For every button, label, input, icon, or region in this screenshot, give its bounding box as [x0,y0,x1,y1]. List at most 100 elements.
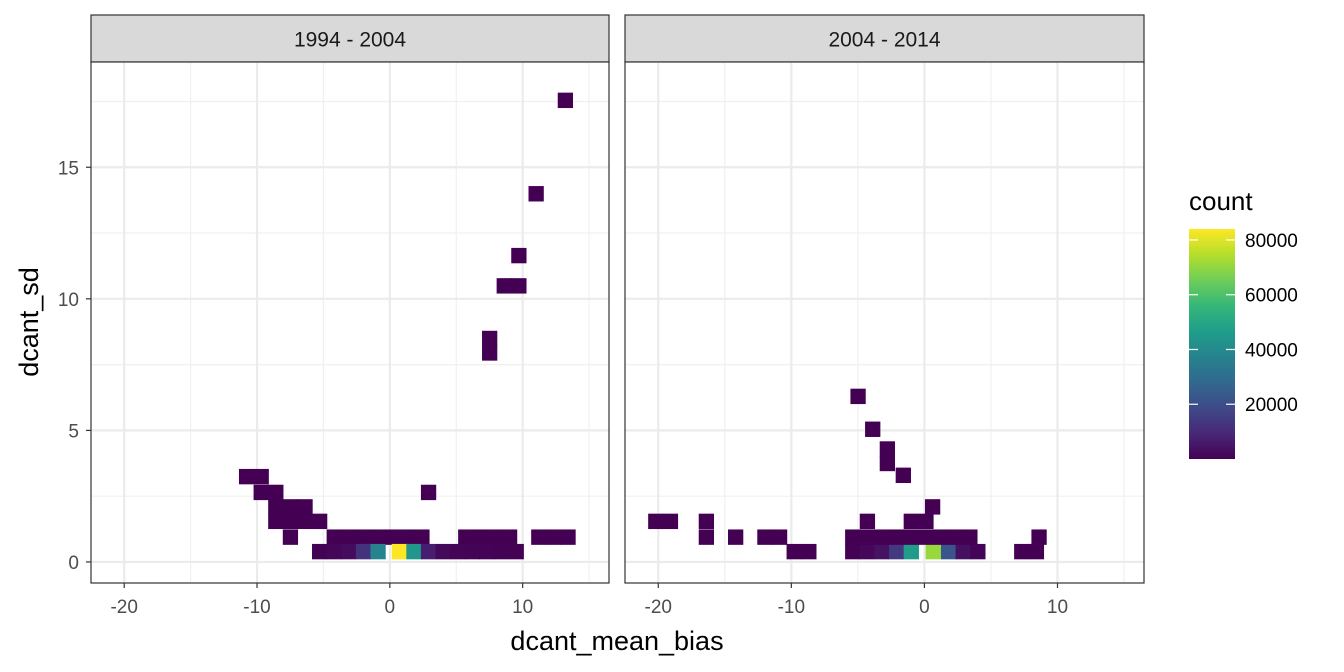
heatmap-cell [297,499,313,515]
heatmap-cell [268,513,284,530]
heatmap-cell [493,543,510,560]
heatmap-cell [845,543,861,560]
x-tick-label: 10 [512,597,533,618]
heatmap-cell [355,529,372,545]
heatmap-cell [962,529,978,545]
y-tick-label: 10 [58,290,79,311]
heatmap-cell [918,529,934,545]
heatmap-cell [268,484,284,501]
heatmap-cell [268,499,284,515]
heatmap-cell [698,529,715,545]
heatmap-cell [253,468,269,485]
heatmap-cell [545,529,562,545]
facet-panel: 1994 - 2004 [90,14,610,584]
heatmap-cell [970,543,986,560]
heatmap-cell [889,543,905,560]
x-tick-label: 0 [385,597,396,618]
heatmap-cell [297,513,313,530]
heatmap-cell [1014,543,1030,560]
heatmap-cell [238,468,255,485]
heatmap-cell [341,543,357,560]
heatmap-cell [385,529,401,545]
heatmap-cell [865,421,881,437]
heatmap-cell [859,513,876,530]
heatmap-cell [879,441,896,457]
heatmap-cell [282,513,299,530]
heatmap-cell [1031,529,1047,545]
legend-tick-label: 40000 [1245,340,1298,361]
facet-strip-label: 1994 - 2004 [294,29,406,52]
facet-strip-label: 2004 - 2014 [828,29,940,52]
heatmap-cell [464,543,481,560]
heatmap-cell [918,513,934,530]
panel-border [624,61,1145,584]
heatmap-cell [859,543,876,560]
heatmap-cell [879,455,896,472]
panel-background [625,62,1144,583]
heatmap-cell [501,529,518,545]
heatmap-cell [482,330,498,347]
heatmap-cell [511,278,527,294]
heatmap-cell [312,513,328,530]
heatmap-cell [859,529,876,545]
heatmap-cell [903,513,919,530]
x-tick-label: -10 [243,597,270,618]
heatmap-cell [312,543,328,560]
legend-tick-label: 60000 [1245,286,1298,307]
y-axis-title: dcant_sd [14,267,44,377]
heatmap-cell [472,529,489,545]
heatmap-cell [420,484,437,501]
heatmap-cell [414,529,430,545]
facet-panel: 2004 - 2014 [624,14,1145,584]
y-tick-label: 5 [68,421,79,442]
heatmap-cell [903,529,919,545]
heatmap-cell [341,529,357,545]
heatmap-cell [282,529,299,545]
heatmap-cell [326,543,342,560]
legend-tick-label: 80000 [1245,231,1298,252]
heatmap-cell [874,543,890,560]
x-axis-title: dcant_mean_bias [510,626,723,656]
y-tick-label: 15 [58,158,79,179]
facet-panels: 1994 - 2004 2004 - 2014 [90,14,1145,584]
heatmap-cell [355,543,372,560]
heatmap-cell [450,543,466,560]
y-tick-label: 0 [68,553,79,574]
heatmap-cell [482,345,498,361]
heatmap-cell [932,529,949,545]
heatmap-cell [557,92,574,109]
heatmap-cell [326,529,342,545]
legend: count 20000 40000 60000 80000 [1189,186,1298,459]
heatmap-cell [406,543,422,560]
x-tick-label: -20 [645,597,672,618]
legend-title: count [1189,186,1253,216]
heatmap-cell [253,484,269,501]
heatmap-cell [560,529,576,545]
heatmap-cell [370,543,386,560]
heatmap-cell [940,543,957,560]
heatmap-cell [435,543,451,560]
facet-strip [90,14,610,63]
heatmap-cell [845,529,861,545]
heatmap-cell [370,529,386,545]
heatmap-cell [889,529,905,545]
heatmap-cell [698,513,715,530]
heatmap-cell [955,543,971,560]
x-tick-label: -20 [110,597,137,618]
heatmap-cell [771,529,788,545]
heatmap-cell [903,543,919,560]
heatmap-cell [1028,543,1045,560]
heatmap-cell [399,529,415,545]
x-tick-label: -10 [778,597,805,618]
heatmap-cell [801,543,817,560]
legend-colorbar [1189,229,1235,459]
heatmap-cell [420,543,437,560]
axes: -20 -10 0 10 -20 -10 0 10 0 5 10 15 [58,158,1068,618]
x-tick-label: 0 [919,597,930,618]
heatmap-cell [757,529,773,545]
panel-border [90,61,610,584]
heatmap-cell [458,529,474,545]
facet-strip [624,14,1145,63]
heatmap-cell [850,388,866,405]
